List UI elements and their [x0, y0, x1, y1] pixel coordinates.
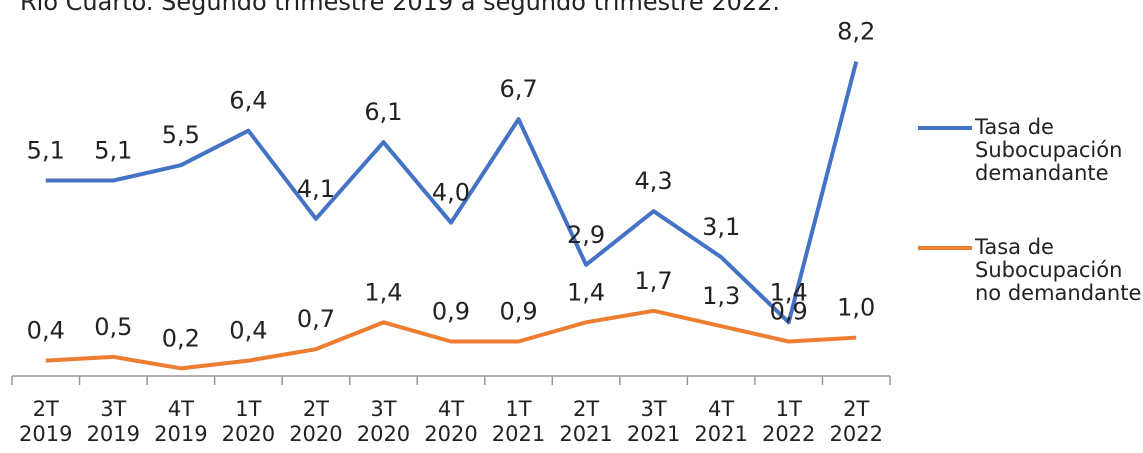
data-label: 5,1: [27, 137, 65, 165]
x-tick-label: 2T 2021: [559, 397, 613, 446]
data-label: 0,4: [27, 317, 65, 345]
x-tick-label: 4T 2021: [694, 397, 748, 446]
data-label: 5,5: [162, 121, 200, 149]
line: [45, 61, 859, 325]
data-label: 1,3: [702, 282, 740, 310]
data-label: 0,9: [499, 298, 537, 326]
data-label: 0,9: [770, 298, 808, 326]
x-tick-label: 1T 2022: [761, 397, 816, 446]
x-tick-label: 4T 2020: [424, 397, 478, 446]
data-label: 0,2: [162, 324, 200, 352]
chart-title: Río Cuarto. Segundo trimestre 2019 a seg…: [20, 0, 780, 16]
data-label: 1,4: [567, 278, 605, 306]
data-label: 4,1: [297, 175, 335, 203]
data-label: 0,7: [297, 305, 335, 333]
legend-label: Tasa de Subocupación no demandante: [975, 235, 1142, 305]
x-tick-label: 4T 2019: [154, 397, 208, 446]
line: [45, 308, 857, 371]
data-label: 0,9: [432, 298, 470, 326]
x-tick-label: 3T 2021: [626, 397, 681, 446]
data-label: 6,1: [364, 98, 402, 126]
data-label: 0,5: [94, 313, 132, 341]
data-label: 5,1: [94, 137, 132, 165]
data-label: 3,1: [702, 213, 740, 241]
x-tick-label: 2T 2020: [289, 397, 343, 446]
data-label: 1,7: [635, 267, 673, 295]
data-label: 6,7: [499, 75, 537, 103]
x-tick-label: 1T 2020: [221, 397, 276, 446]
data-label: 0,4: [229, 317, 267, 345]
x-tick-label: 2T 2019: [19, 397, 73, 446]
x-tick-label: 3T 2019: [86, 397, 141, 446]
data-label: 4,3: [635, 167, 673, 195]
data-label: 2,9: [567, 221, 605, 249]
legend-label: Tasa de Subocupación demandante: [975, 115, 1123, 185]
x-tick-label: 2T 2022: [829, 397, 883, 446]
x-tick-label: 3T 2020: [356, 397, 411, 446]
data-label: 4,0: [432, 179, 470, 207]
data-label: 6,4: [229, 87, 267, 115]
data-label: 1,4: [770, 278, 808, 306]
x-tick-label: 1T 2021: [491, 397, 546, 446]
data-label: 1,0: [837, 294, 875, 322]
data-label: 8,2: [837, 18, 875, 46]
data-label: 1,4: [364, 278, 402, 306]
